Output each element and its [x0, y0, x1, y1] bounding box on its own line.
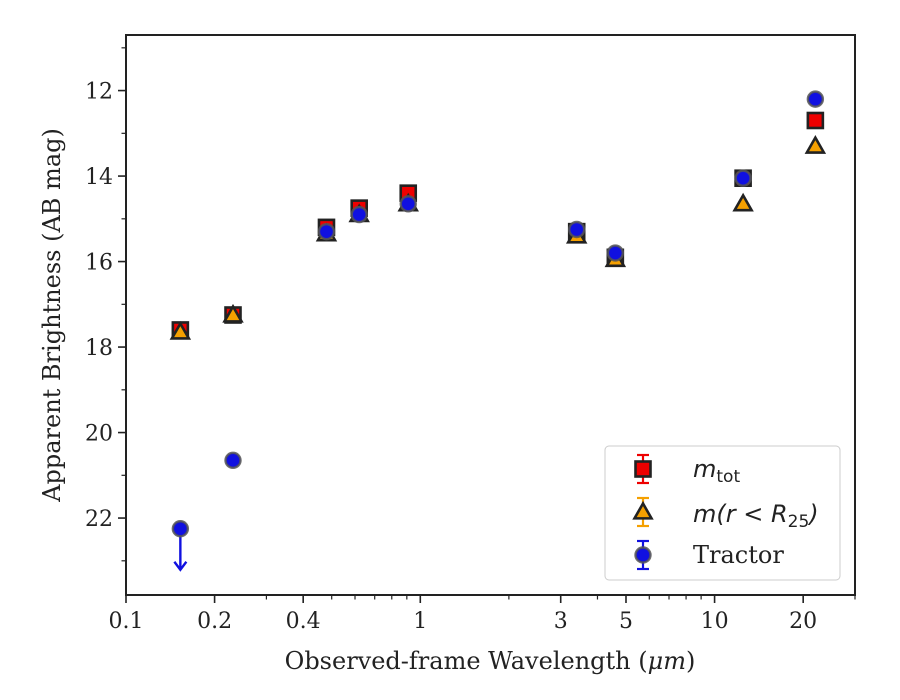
legend-label-mr25: m(r < R25) — [693, 500, 819, 532]
x-axis-label-prefix: Observed-frame Wavelength ( — [285, 647, 648, 675]
y-axis-label: Apparent Brightness (AB mag) — [38, 128, 66, 503]
data-point — [222, 303, 244, 323]
x-tick-label: 20 — [789, 609, 817, 634]
data-point — [350, 205, 368, 224]
x-axis-label-unit: μm — [648, 647, 686, 675]
legend-marker — [632, 500, 654, 520]
data-point — [171, 520, 190, 538]
x-tick-label: 1 — [413, 609, 427, 634]
legend-marker — [634, 460, 652, 478]
tick-layer: 0.1 0.2 0.4 1 3 5 10 20 12 14 16 18 20 22 — [85, 47, 856, 634]
y-tick-label: 18 — [85, 336, 113, 361]
data-point — [317, 222, 336, 241]
x-axis-label-suffix: ) — [686, 647, 695, 675]
series-mr25 — [169, 135, 827, 340]
legend-mr25-sub: 25 — [788, 512, 810, 532]
data-point — [606, 244, 625, 262]
x-tick-label: 5 — [619, 609, 633, 634]
legend-mr25-main: m(r < R — [693, 500, 788, 528]
x-tick-label: 0.4 — [286, 609, 321, 634]
x-tick-label: 0.1 — [109, 609, 144, 634]
legend-box — [604, 445, 841, 581]
data-point — [169, 320, 192, 340]
data-point — [732, 192, 754, 212]
legend-mtot-main: m — [693, 455, 716, 483]
data-point — [568, 220, 586, 239]
legend-mr25-close: ) — [807, 500, 818, 528]
marks-layer — [169, 90, 827, 572]
data-point — [804, 135, 827, 154]
legend-markers — [632, 453, 654, 571]
series-tractor — [171, 90, 825, 572]
legend-label-tractor: Tractor — [693, 541, 784, 569]
x-tick-label: 0.2 — [197, 609, 232, 634]
data-point — [806, 90, 825, 108]
data-point — [806, 111, 825, 130]
data-point — [399, 195, 417, 213]
x-tick-label: 3 — [554, 609, 568, 634]
y-tick-label: 12 — [85, 80, 113, 105]
legend-label-mtot: mtot — [693, 455, 740, 487]
legend: mtot m(r < R25) Tractor — [604, 445, 841, 581]
plot-frame — [125, 34, 856, 596]
x-tick-label: 10 — [701, 609, 729, 634]
legend-mtot-sub: tot — [716, 467, 740, 487]
x-axis-label: Observed-frame Wavelength (μm) — [285, 647, 696, 675]
series-mtot — [171, 111, 825, 339]
y-tick-label: 22 — [85, 507, 113, 532]
data-point — [224, 451, 242, 470]
y-tick-label: 16 — [85, 251, 113, 276]
y-tick-label: 20 — [85, 422, 113, 447]
y-tick-label: 14 — [85, 165, 113, 190]
legend-marker — [634, 546, 652, 564]
upper-limit-arrow-head — [173, 561, 188, 572]
data-point — [734, 169, 752, 187]
